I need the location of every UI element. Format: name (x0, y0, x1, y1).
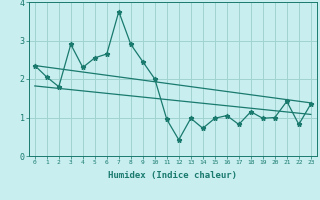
X-axis label: Humidex (Indice chaleur): Humidex (Indice chaleur) (108, 171, 237, 180)
